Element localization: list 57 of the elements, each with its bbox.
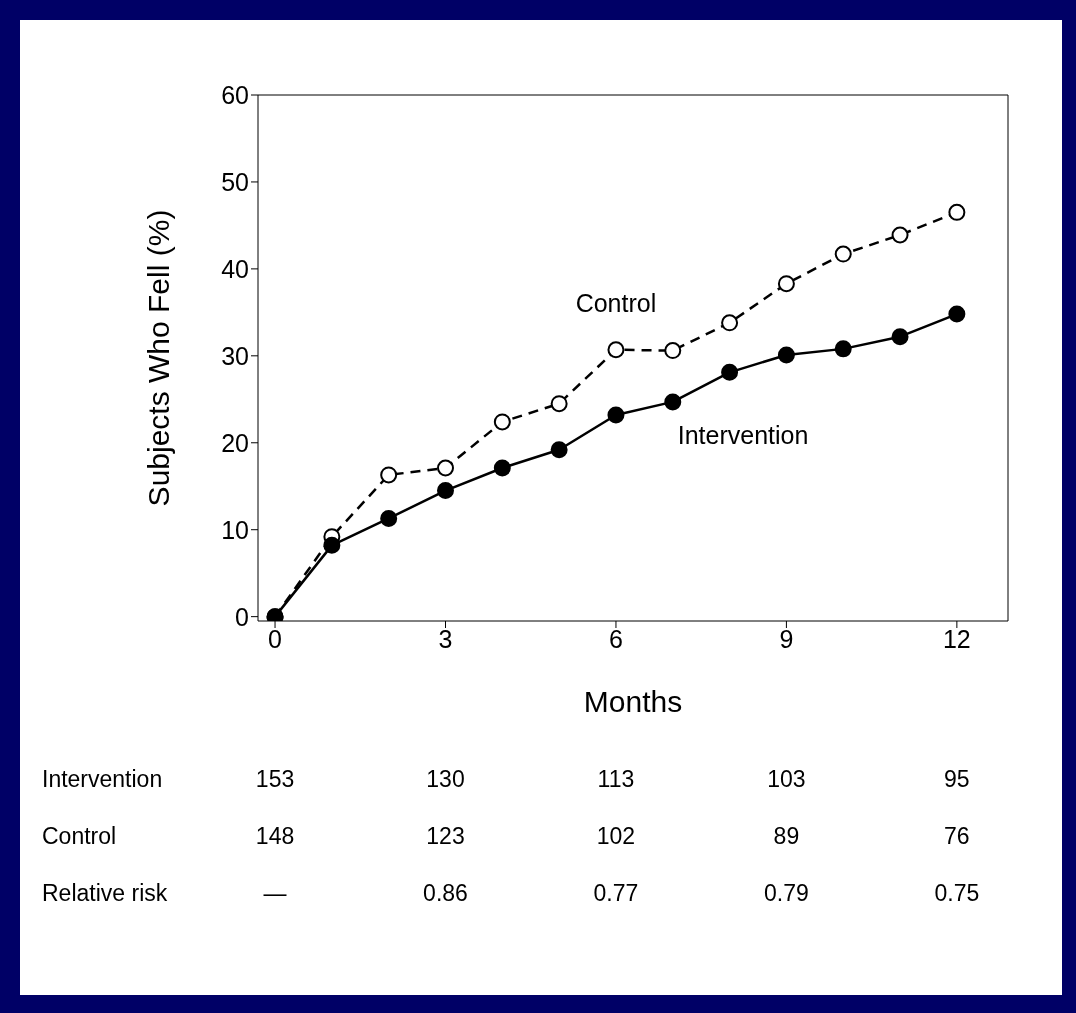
point xyxy=(891,226,909,244)
text: Control xyxy=(42,823,117,850)
y-axis-title: Subjects Who Fell (%) xyxy=(141,209,175,507)
text: 95 xyxy=(943,766,971,793)
x-axis-title: Months xyxy=(583,685,683,719)
x-tick-label: 0 xyxy=(268,624,282,653)
y-tick-label: 10 xyxy=(221,515,249,544)
point xyxy=(834,340,852,358)
y-tick-label: 20 xyxy=(221,428,249,457)
point xyxy=(493,459,511,477)
point xyxy=(948,305,966,323)
point xyxy=(323,536,341,554)
text: — xyxy=(262,880,288,907)
point xyxy=(834,245,852,263)
text: 0.77 xyxy=(592,880,640,907)
text: 130 xyxy=(425,766,466,793)
point xyxy=(721,363,739,381)
y-tick-label: 40 xyxy=(221,254,249,283)
y-tick-label: 60 xyxy=(221,80,249,109)
text: 89 xyxy=(772,823,801,850)
point xyxy=(948,203,966,221)
y-tick-label: 30 xyxy=(221,341,249,370)
x-tick-label: 12 xyxy=(942,624,971,653)
x-tick-label: 6 xyxy=(609,624,623,653)
text: 102 xyxy=(595,823,637,850)
point xyxy=(891,328,909,346)
point xyxy=(721,314,739,332)
point xyxy=(493,413,511,431)
text: 153 xyxy=(254,766,296,793)
series-label: Intervention xyxy=(677,420,809,449)
point xyxy=(550,441,568,459)
text: 123 xyxy=(425,823,466,850)
point xyxy=(437,482,454,500)
point xyxy=(380,509,398,527)
text: 103 xyxy=(766,766,807,793)
text: 0.75 xyxy=(933,880,981,907)
point xyxy=(607,341,625,359)
text: 0.86 xyxy=(422,880,469,907)
text: Relative risk xyxy=(42,880,168,907)
y-tick-label: 0 xyxy=(235,602,249,631)
point xyxy=(380,466,398,484)
series-label: Control xyxy=(575,288,657,317)
text: Intervention xyxy=(42,766,163,793)
text: 113 xyxy=(596,766,636,793)
point xyxy=(437,459,454,477)
text: 0.79 xyxy=(763,880,810,907)
x-tick-label: 9 xyxy=(779,624,794,653)
text: 76 xyxy=(943,823,971,850)
point xyxy=(777,275,795,293)
point xyxy=(550,395,568,413)
point xyxy=(607,406,625,424)
point xyxy=(664,342,682,360)
x-tick-label: 3 xyxy=(438,624,453,653)
point xyxy=(664,393,682,411)
y-tick-label: 50 xyxy=(221,167,249,196)
text: 148 xyxy=(254,823,296,850)
point xyxy=(777,346,795,364)
